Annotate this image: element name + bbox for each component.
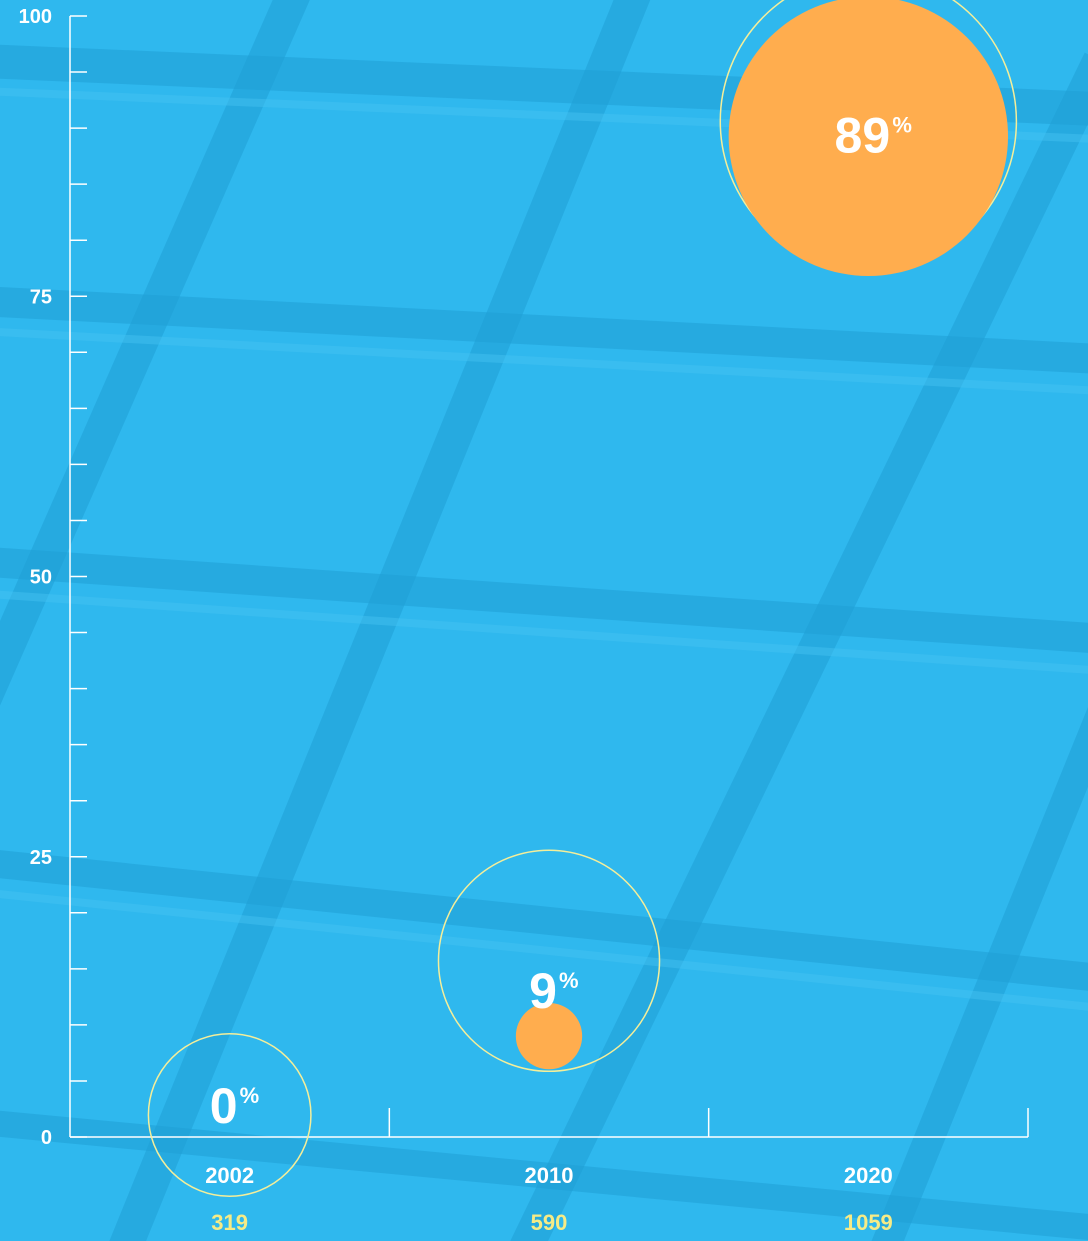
- count-label: 590: [531, 1210, 568, 1235]
- count-label: 1059: [844, 1210, 893, 1235]
- y-tick-label: 0: [41, 1127, 52, 1149]
- y-tick-label: 100: [19, 6, 52, 28]
- bubble-value-label: 0: [210, 1078, 238, 1134]
- x-tick-label: 2010: [525, 1163, 574, 1188]
- bubble-percent-sign: %: [240, 1083, 260, 1108]
- y-tick-label: 25: [30, 847, 52, 869]
- bubble-percent-sign: %: [559, 968, 579, 993]
- y-axis: 0 25 50 75 100: [19, 6, 87, 1149]
- bubble-fill: [515, 1002, 583, 1070]
- x-tick-label: 2002: [205, 1163, 254, 1188]
- bubble-percent-sign: %: [892, 112, 912, 137]
- x-tick-label: 2020: [844, 1163, 893, 1188]
- bubble-value-label: 9: [529, 963, 557, 1019]
- chart-marks: 0 %9 %89%: [147, 0, 1018, 1198]
- x-axis: 2002 319 2010 590 2020 1059: [70, 1108, 1029, 1235]
- bubble-ring: [147, 1032, 312, 1198]
- count-label: 319: [211, 1210, 248, 1235]
- bubble-ring: [437, 849, 661, 1073]
- y-tick-label: 75: [30, 286, 52, 308]
- bubble-value-label: 89: [835, 107, 891, 163]
- y-tick-label: 50: [30, 567, 52, 589]
- bubble-fill: [728, 0, 1008, 276]
